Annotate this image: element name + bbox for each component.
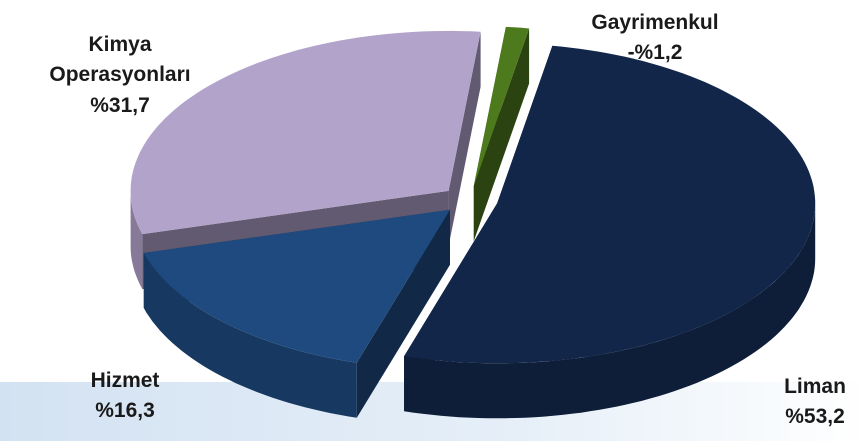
slice-label: Liman %53,2 bbox=[755, 372, 868, 433]
slice-wall bbox=[404, 203, 816, 419]
slice-label: Kimya Operasyonları %31,7 bbox=[15, 30, 225, 121]
value-label: %16,3 bbox=[95, 399, 155, 423]
value-label: %53,2 bbox=[785, 405, 845, 429]
category-label: Gayrimenkul bbox=[591, 11, 719, 34]
slice-top bbox=[143, 209, 451, 363]
slice-wall bbox=[130, 190, 143, 290]
value-label: -%1,2 bbox=[627, 41, 683, 65]
slice-label: Gayrimenkul -%1,2 bbox=[565, 8, 745, 69]
slice-side bbox=[448, 31, 481, 246]
value-label: %31,7 bbox=[90, 93, 150, 117]
category-label: Kimya Operasyonları bbox=[49, 33, 191, 87]
category-label: Liman bbox=[784, 375, 846, 398]
slice-top bbox=[404, 45, 816, 364]
slice-side bbox=[473, 28, 530, 241]
slice-top bbox=[473, 26, 530, 187]
category-label: Hizmet bbox=[90, 369, 160, 392]
slice-top bbox=[130, 30, 481, 235]
pie-slice bbox=[404, 45, 816, 419]
pie-slice bbox=[143, 209, 451, 418]
slice-label: Hizmet %16,3 bbox=[50, 366, 200, 427]
pie-slice bbox=[473, 26, 530, 242]
slice-wall bbox=[143, 253, 357, 418]
